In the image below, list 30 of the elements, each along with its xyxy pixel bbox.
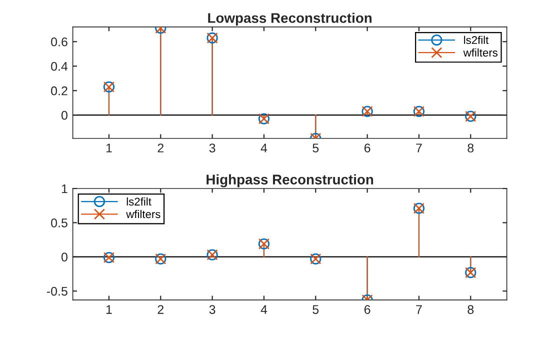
y-tick-label: 0.2 — [51, 86, 68, 96]
y-tick-label: 0.4 — [51, 62, 68, 71]
x-tick-label: 1 — [106, 144, 112, 152]
x-tick-label: 6 — [364, 305, 370, 314]
x-tick-label: 8 — [468, 144, 474, 152]
legend-label: wfilters — [126, 210, 160, 218]
y-tick-label: 1 — [62, 184, 68, 194]
x-tick-label: 3 — [209, 305, 216, 314]
x-tick-label: 8 — [468, 305, 474, 314]
x-tick-label: 5 — [312, 144, 319, 152]
x-tick-label: 3 — [209, 144, 216, 152]
legend-label: ls2filt — [126, 197, 152, 206]
y-tick-label: 0.6 — [51, 37, 68, 46]
legend-label: wfilters — [463, 48, 498, 57]
x-tick-label: 4 — [260, 305, 268, 314]
x-tick-label: 1 — [106, 305, 112, 314]
chart-title: Lowpass Reconstruction — [208, 12, 372, 26]
y-tick-label: 0.5 — [51, 218, 68, 228]
y-tick-label: 0 — [61, 110, 68, 120]
x-tick-label: 6 — [364, 144, 370, 152]
x-tick-label: 4 — [260, 144, 268, 152]
x-tick-label: 2 — [158, 305, 164, 314]
legend-label: ls2filt — [464, 36, 489, 44]
x-tick-label: 7 — [416, 305, 422, 314]
x-tick-label: 7 — [416, 144, 422, 152]
x-tick-label: 5 — [312, 305, 319, 314]
x-tick-label: 2 — [158, 144, 164, 152]
y-tick-label: 0 — [61, 252, 68, 262]
chart-title: Highpass Reconstruction — [206, 174, 374, 188]
y-tick-label: -0.5 — [46, 286, 68, 296]
